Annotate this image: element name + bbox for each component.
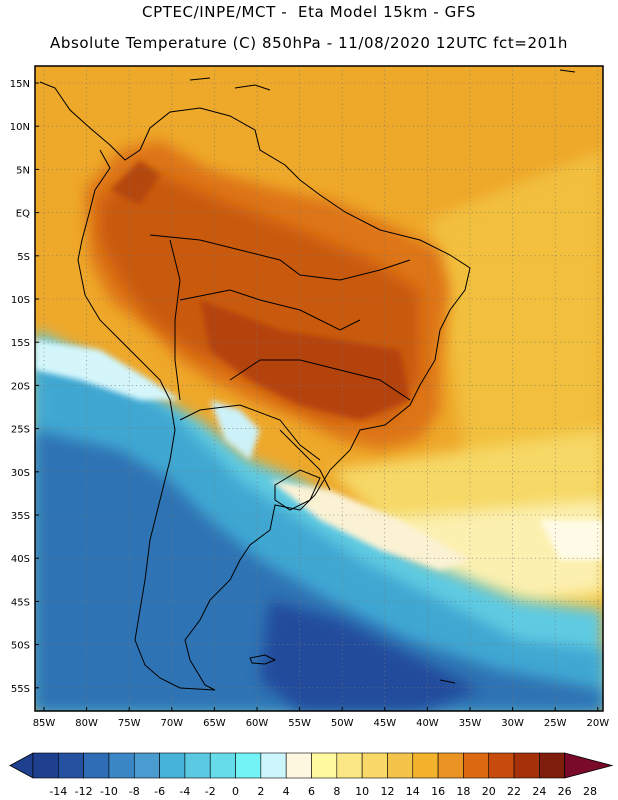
colorbar-swatch (513, 752, 540, 779)
lon-label: 65W (203, 718, 226, 729)
colorbar-tick-label: 12 (380, 785, 394, 798)
lat-label: 15N (10, 79, 30, 90)
grid-lines (35, 66, 603, 711)
colorbar-tick-label: 26 (558, 785, 572, 798)
colorbar-swatch (412, 752, 439, 779)
colorbar-tick-label: 10 (355, 785, 369, 798)
colorbar-tick-label: 28 (583, 785, 597, 798)
lon-label: 80W (75, 718, 98, 729)
colorbar-tick-label: 2 (257, 785, 264, 798)
lon-label: 50W (331, 718, 354, 729)
lat-label: 20S (11, 381, 30, 392)
lat-label: 55S (11, 684, 30, 695)
colorbar-swatch (285, 752, 312, 779)
lon-label: 35W (459, 718, 482, 729)
lat-label: 5S (17, 252, 30, 263)
lon-label: 55W (288, 718, 311, 729)
colorbar-tick-label: 6 (308, 785, 315, 798)
lat-label: 50S (11, 641, 30, 652)
latitude-labels: 15N 10N 5N EQ 5S 10S 15S 20S 25S 30S 35S 40S 45S 50S 5… (10, 79, 30, 695)
colorbar-tick-label: 20 (482, 785, 496, 798)
lon-label: 60W (246, 718, 269, 729)
colorbar-swatch (58, 752, 84, 779)
colorbar-arrow-right (564, 752, 614, 779)
colorbar-swatch (108, 752, 135, 779)
lon-label: 40W (416, 718, 439, 729)
colorbar-tick-label: 22 (507, 785, 521, 798)
colorbar-tick-label: 4 (283, 785, 290, 798)
lon-label: 25W (544, 718, 567, 729)
colorbar: -14 -12 -10 -8 -6 -4 -2 0 2 4 6 8 10 12 14 16 18 20 22 24 26… (9, 752, 614, 798)
lat-label: EQ (16, 209, 30, 220)
colorbar-swatch (361, 752, 388, 779)
colorbar-tick-label: -10 (100, 785, 118, 798)
colorbar-swatch (539, 752, 565, 779)
coastlines (39, 69, 576, 691)
lon-label: 70W (160, 718, 183, 729)
colorbar-swatch (209, 752, 236, 779)
lon-label: 20W (586, 718, 609, 729)
colorbar-tick-label: 18 (456, 785, 470, 798)
colorbar-tick-label: 14 (406, 785, 420, 798)
lat-label: 10N (10, 122, 30, 133)
temperature-field (35, 66, 603, 711)
lat-label: 30S (11, 468, 30, 479)
map-title: CPTEC/INPE/MCT - Eta Model 15km - GFS (142, 3, 476, 21)
lat-label: 5N (16, 165, 30, 176)
colorbar-tick-label: -12 (75, 785, 93, 798)
colorbar-swatch (235, 752, 262, 779)
colorbar-swatch (488, 752, 515, 779)
lat-label: 35S (11, 511, 30, 522)
colorbar-swatch (463, 752, 490, 779)
colorbar-tick-label: -2 (205, 785, 216, 798)
colorbar-swatch (83, 752, 110, 779)
colorbar-arrow-left (9, 752, 34, 779)
colorbar-tick-label: -14 (49, 785, 67, 798)
lon-label: 85W (33, 718, 56, 729)
lon-label: 45W (373, 718, 396, 729)
lat-label: 25S (11, 425, 30, 436)
colorbar-swatch (311, 752, 338, 779)
colorbar-tick-label: 8 (333, 785, 340, 798)
colorbar-swatch (260, 752, 287, 779)
colorbar-swatch (159, 752, 186, 779)
colorbar-swatch (32, 752, 59, 779)
lat-label: 40S (11, 554, 30, 565)
lon-label: 30W (501, 718, 524, 729)
map-frame (34, 65, 604, 712)
colorbar-tick-label: -6 (154, 785, 165, 798)
colorbar-swatch (387, 752, 414, 779)
colorbar-tick-label: 24 (532, 785, 546, 798)
lat-label: 15S (11, 338, 30, 349)
colorbar-tick-label: 0 (232, 785, 239, 798)
colorbar-tick-label: -8 (129, 785, 140, 798)
map-subtitle: Absolute Temperature (C) 850hPa - 11/08/… (49, 34, 569, 52)
colorbar-swatch (437, 752, 464, 779)
lat-label: 45S (11, 597, 30, 608)
lat-label: 10S (11, 295, 30, 306)
colorbar-tick-label: 16 (431, 785, 445, 798)
lon-label: 75W (118, 718, 141, 729)
colorbar-swatch (133, 752, 160, 779)
longitude-labels: 85W 80W 75W 70W 65W 60W 55W 50W 45W 40W 35W 30W 25W 2… (33, 718, 610, 729)
colorbar-swatch (336, 752, 363, 779)
colorbar-tick-label: -4 (179, 785, 190, 798)
colorbar-swatch (184, 752, 211, 779)
